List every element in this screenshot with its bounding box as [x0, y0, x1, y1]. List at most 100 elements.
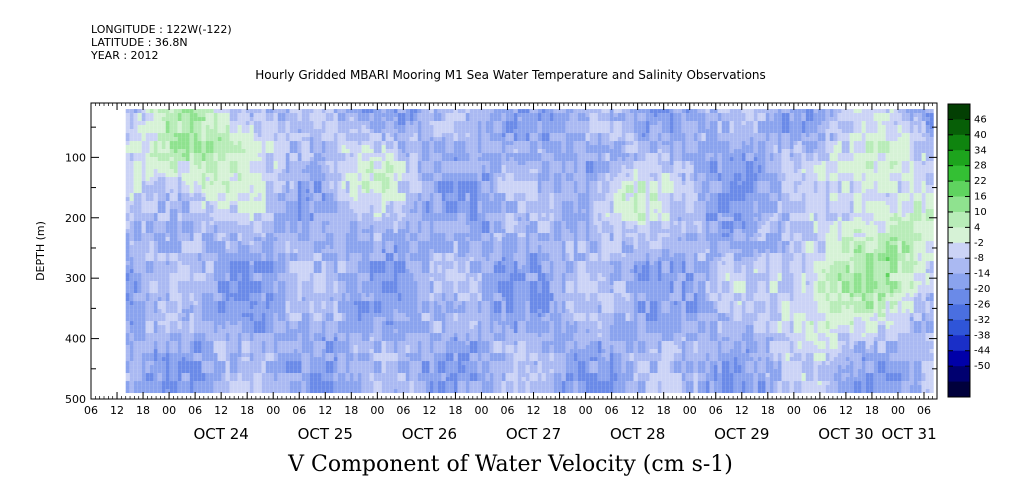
heatmap-cell — [309, 353, 314, 358]
heatmap-cell — [281, 285, 286, 290]
heatmap-cell — [309, 189, 314, 194]
heatmap-cell — [145, 273, 150, 278]
heatmap-cell — [245, 301, 250, 306]
heatmap-cell — [241, 225, 246, 230]
heatmap-cell — [213, 357, 218, 362]
heatmap-cell — [333, 269, 338, 274]
heatmap-cell — [333, 289, 338, 294]
heatmap-cell — [329, 209, 334, 214]
heatmap-cell — [269, 345, 274, 350]
heatmap-cell — [261, 113, 266, 118]
heatmap-cell — [225, 205, 230, 210]
heatmap-cell — [289, 249, 294, 254]
heatmap-cell — [261, 221, 266, 226]
heatmap-cell — [385, 345, 390, 350]
heatmap-cell — [253, 301, 258, 306]
heatmap-cell — [173, 377, 178, 382]
heatmap-cell — [181, 173, 186, 178]
heatmap-cell — [309, 333, 314, 338]
heatmap-cell — [297, 329, 302, 334]
heatmap-cell — [301, 297, 306, 302]
heatmap-cell — [317, 305, 322, 310]
heatmap-cell — [189, 141, 194, 146]
heatmap-cell — [149, 125, 154, 130]
heatmap-cell — [321, 201, 326, 206]
heatmap-cell — [277, 213, 282, 218]
heatmap-cell — [333, 129, 338, 134]
heatmap-cell — [361, 261, 366, 266]
heatmap-cell — [153, 137, 158, 142]
heatmap-cell — [301, 129, 306, 134]
heatmap-cell — [317, 265, 322, 270]
heatmap-cell — [173, 249, 178, 254]
heatmap-cell — [261, 161, 266, 166]
heatmap-cell — [365, 309, 370, 314]
heatmap-cell — [189, 345, 194, 350]
heatmap-cell — [229, 277, 234, 282]
heatmap-cell — [161, 113, 166, 118]
heatmap-cell — [397, 345, 402, 350]
heatmap-cell — [309, 233, 314, 238]
heatmap-cell — [225, 201, 230, 206]
heatmap-cell — [337, 369, 342, 374]
heatmap-cell — [193, 217, 198, 222]
heatmap-cell — [125, 153, 130, 158]
heatmap-cell — [201, 349, 206, 354]
heatmap-cell — [329, 169, 334, 174]
heatmap-cell — [169, 249, 174, 254]
heatmap-cell — [177, 377, 182, 382]
heatmap-cell — [229, 265, 234, 270]
heatmap-cell — [225, 177, 230, 182]
heatmap-cell — [253, 265, 258, 270]
heatmap-cell — [185, 365, 190, 370]
heatmap-cell — [289, 301, 294, 306]
heatmap-cell — [205, 357, 210, 362]
heatmap-cell — [397, 353, 402, 358]
heatmap-cell — [181, 317, 186, 322]
heatmap-cell — [325, 253, 330, 258]
heatmap-cell — [181, 153, 186, 158]
heatmap-cell — [249, 377, 254, 382]
heatmap-cell — [369, 109, 374, 114]
heatmap-cell — [325, 145, 330, 150]
heatmap-cell — [341, 161, 346, 166]
heatmap-cell — [133, 365, 138, 370]
heatmap-cell — [313, 225, 318, 230]
heatmap-cell — [253, 157, 258, 162]
heatmap-cell — [313, 149, 318, 154]
heatmap-cell — [193, 277, 198, 282]
heatmap-cell — [405, 121, 410, 126]
heatmap-cell — [253, 257, 258, 262]
heatmap-cell — [137, 201, 142, 206]
heatmap-cell — [145, 285, 150, 290]
heatmap-cell — [233, 341, 238, 346]
heatmap-cell — [385, 109, 390, 114]
heatmap-cell — [197, 329, 202, 334]
heatmap-cell — [361, 193, 366, 198]
heatmap-cell — [149, 341, 154, 346]
heatmap-cell — [349, 345, 354, 350]
heatmap-cell — [297, 201, 302, 206]
heatmap-cell — [193, 325, 198, 330]
heatmap-cell — [349, 313, 354, 318]
heatmap-cell — [137, 373, 142, 378]
heatmap-cell — [245, 161, 250, 166]
heatmap-cell — [313, 301, 318, 306]
heatmap-cell — [265, 305, 270, 310]
heatmap-cell — [333, 385, 338, 390]
heatmap-cell — [189, 273, 194, 278]
heatmap-cell — [361, 205, 366, 210]
heatmap-cell — [373, 133, 378, 138]
heatmap-cell — [345, 221, 350, 226]
heatmap-cell — [265, 257, 270, 262]
heatmap-cell — [281, 125, 286, 130]
heatmap-cell — [377, 309, 382, 314]
heatmap-cell — [261, 341, 266, 346]
heatmap-cell — [209, 193, 214, 198]
heatmap-cell — [285, 137, 290, 142]
heatmap-cell — [225, 377, 230, 382]
heatmap-cell — [173, 369, 178, 374]
heatmap-cell — [205, 237, 210, 242]
heatmap-cell — [313, 337, 318, 342]
heatmap-cell — [381, 329, 386, 334]
